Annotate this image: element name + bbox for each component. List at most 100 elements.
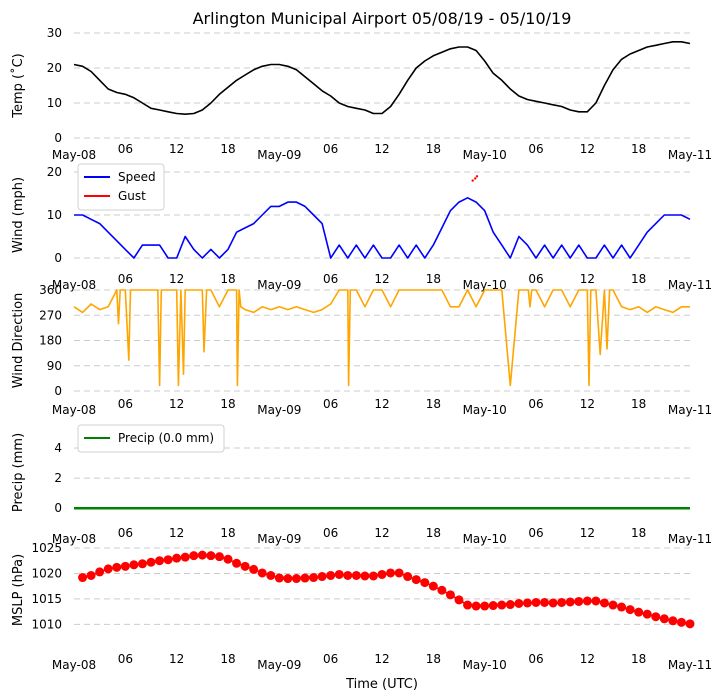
- wind-direction-x-tick-label: May-11: [668, 403, 712, 417]
- mslp-point: [411, 575, 421, 585]
- wind-direction-y-tick-label: 360: [39, 283, 62, 297]
- mslp-point: [343, 570, 353, 580]
- precip-y-tick-label: 0: [54, 501, 62, 515]
- mslp-y-tick-label: 1015: [31, 592, 62, 606]
- mslp-point: [471, 601, 481, 611]
- temp-y-tick-label: 0: [54, 131, 62, 145]
- wind-direction-y-tick-label: 180: [39, 334, 62, 348]
- mslp-point: [540, 597, 550, 607]
- wind-speed-x-tick-label: 18: [426, 272, 441, 286]
- mslp-point: [197, 550, 207, 560]
- mslp-point: [95, 567, 105, 577]
- temp-panel: 0 10 20 30 May-08 06 12 18 May-09 06 12 18 May-10 06 1…: [10, 26, 712, 162]
- temp-y-tick-label: 30: [47, 26, 62, 40]
- mslp-point: [266, 570, 276, 580]
- gust-point: [474, 177, 477, 180]
- mslp-point: [403, 572, 413, 582]
- mslp-point: [676, 617, 686, 627]
- mslp-point: [120, 561, 130, 571]
- precip-y-tick-label: 4: [54, 441, 62, 455]
- precip-y-axis-label: Precip (mm): [11, 433, 26, 512]
- precip-x-tick-label: 18: [631, 526, 646, 540]
- mslp-x-tick-label: 06: [528, 652, 543, 666]
- mslp-point: [574, 596, 584, 606]
- precip-x-tick-label: 12: [374, 526, 389, 540]
- precip-x-tick-label: 06: [528, 526, 543, 540]
- chart-title: Arlington Municipal Airport 05/08/19 - 0…: [193, 9, 572, 28]
- mslp-point: [557, 597, 567, 607]
- mslp-y-tick-label: 1025: [31, 541, 62, 555]
- mslp-point: [360, 571, 370, 581]
- mslp-point: [112, 562, 122, 572]
- mslp-point: [480, 601, 490, 611]
- wind-direction-x-tick-label: 18: [426, 397, 441, 411]
- legend-box: [77, 424, 225, 453]
- mslp-point: [223, 554, 233, 564]
- wind-speed-y-tick-label: 20: [47, 165, 62, 179]
- temp-x-tick-label: May-10: [463, 148, 507, 162]
- mslp-x-tick-label: May-09: [257, 658, 301, 672]
- mslp-x-tick-label: 06: [118, 652, 133, 666]
- precip-x-tick-label: 06: [323, 526, 338, 540]
- mslp-point: [214, 552, 224, 562]
- precip-x-tick-label: 12: [580, 526, 595, 540]
- precip-x-tick-label: 18: [426, 526, 441, 540]
- mslp-point: [617, 602, 627, 612]
- mslp-point: [172, 553, 182, 563]
- mslp-x-tick-label: 12: [580, 652, 595, 666]
- mslp-point: [386, 568, 396, 578]
- precip-legend: Precip (0.0 mm): [77, 424, 225, 453]
- mslp-panel: 1010 1015 1020 1025 May-08 06 12 18 May-09 06 12 18…: [11, 541, 712, 672]
- precip-x-tick-label: 18: [220, 526, 235, 540]
- mslp-series-line: [82, 554, 691, 625]
- wind-speed-x-tick-label: 06: [323, 272, 338, 286]
- wind-direction-y-tick-label: 90: [47, 359, 62, 373]
- mslp-point: [651, 612, 661, 622]
- mslp-point: [189, 551, 199, 561]
- mslp-point: [634, 607, 644, 617]
- wind-direction-x-tick-label: 18: [220, 397, 235, 411]
- precip-x-tick-label: 12: [169, 526, 184, 540]
- mslp-point: [565, 597, 575, 607]
- x-axis-label: Time (UTC): [345, 677, 418, 692]
- temp-x-tick-label: 12: [169, 142, 184, 156]
- mslp-x-tick-label: May-11: [668, 658, 712, 672]
- mslp-point: [659, 614, 669, 624]
- mslp-x-tick-label: 18: [631, 652, 646, 666]
- precip-x-tick-label: May-11: [668, 532, 712, 546]
- wind-speed-x-tick-label: May-11: [668, 278, 712, 292]
- mslp-point: [642, 609, 652, 619]
- mslp-x-tick-label: May-10: [463, 658, 507, 672]
- wind-direction-panel: 0 90 180 270 360 May-08 06 12 18 May-09 06 12 18 May-…: [11, 283, 712, 417]
- mslp-point: [240, 561, 250, 571]
- precip-x-tick-label: May-09: [257, 532, 301, 546]
- precip-panel: 0 2 4 May-08 06 12 18 May-09 06 12 18 May-10 06 12 18 M…: [11, 424, 712, 546]
- mslp-point: [445, 590, 455, 600]
- legend-entry: Speed: [118, 170, 156, 184]
- gust-point: [471, 179, 474, 182]
- wind-speed-x-tick-label: 18: [220, 272, 235, 286]
- precip-y-tick-label: 2: [54, 471, 62, 485]
- mslp-point: [283, 574, 293, 584]
- wind-speed-x-tick-label: May-09: [257, 278, 301, 292]
- temp-x-tick-label: 18: [426, 142, 441, 156]
- temp-x-tick-label: 06: [323, 142, 338, 156]
- mslp-x-tick-label: 06: [323, 652, 338, 666]
- mslp-point: [377, 569, 387, 579]
- precip-x-tick-label: 06: [118, 526, 133, 540]
- legend-entry: Precip (0.0 mm): [118, 431, 214, 445]
- wind-direction-y-tick-label: 270: [39, 308, 62, 322]
- mslp-point: [249, 564, 259, 574]
- temp-x-tick-label: 06: [528, 142, 543, 156]
- wind-direction-x-tick-label: 06: [528, 397, 543, 411]
- wind-direction-x-tick-label: 12: [169, 397, 184, 411]
- precip-x-tick-label: May-10: [463, 532, 507, 546]
- temp-x-tick-label: 18: [220, 142, 235, 156]
- wind-speed-panel: 0 10 20 May-08 06 12 18 May-09 06 12 18 May-10 06 12 1…: [11, 163, 712, 292]
- mslp-point: [582, 596, 592, 606]
- wind-direction-x-tick-label: 12: [580, 397, 595, 411]
- wind-speed-series-line: [74, 197, 691, 259]
- mslp-point: [137, 559, 147, 569]
